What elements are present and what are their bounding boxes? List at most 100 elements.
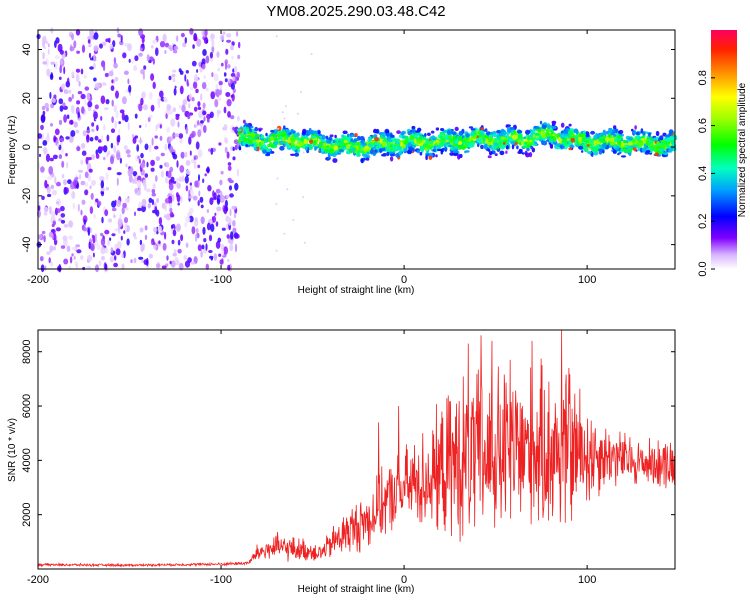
noise-pixel <box>177 202 180 206</box>
noise-pixel <box>227 162 232 166</box>
signal-pixel <box>320 147 325 153</box>
noise-pixel <box>197 149 203 158</box>
colorbar-label: Normalized spectral amplitude <box>737 82 748 217</box>
noise-pixel <box>198 174 200 182</box>
signal-pixel <box>350 147 356 152</box>
colorbar-tick-label: 0.8 <box>697 70 709 85</box>
noise-pixel <box>54 55 60 60</box>
noise-pixel <box>115 90 119 99</box>
signal-pixel <box>436 148 442 152</box>
signal-pixel <box>654 152 659 157</box>
signal-pixel <box>385 132 390 137</box>
noise-pixel <box>56 198 61 207</box>
noise-pixel <box>49 73 54 80</box>
noise-pixel <box>159 165 163 169</box>
noise-pixel <box>49 157 54 162</box>
noise-pixel <box>93 213 96 220</box>
noise-pixel <box>94 264 100 273</box>
noise-pixel <box>139 125 142 128</box>
noise-pixel <box>87 43 93 47</box>
noise-pixel <box>189 207 194 214</box>
signal-pixel <box>244 129 249 135</box>
signal-pixel <box>245 138 251 141</box>
signal-pixel <box>294 152 300 157</box>
noise-pixel <box>146 188 151 193</box>
noise-pixel <box>47 48 50 55</box>
noise-pixel <box>146 161 149 168</box>
noise-pixel <box>148 144 152 153</box>
signal-pixel <box>598 148 604 152</box>
noise-pixel <box>168 45 172 50</box>
noise-pixel <box>183 255 187 261</box>
signal-pixel <box>381 131 386 137</box>
signal-pixel <box>255 139 260 143</box>
noise-pixel <box>159 135 163 141</box>
noise-pixel <box>54 176 57 185</box>
noise-pixel <box>109 43 113 50</box>
noise-pixel <box>211 45 215 53</box>
noise-pixel <box>134 113 138 119</box>
signal-pixel <box>493 142 499 147</box>
snr-marks <box>37 330 676 568</box>
noise-pixel <box>199 196 204 203</box>
noise-pixel <box>192 44 195 49</box>
signal-pixel <box>408 141 412 147</box>
noise-pixel <box>42 61 47 65</box>
noise-pixel <box>103 107 109 111</box>
noise-pixel <box>175 223 181 232</box>
snr-y-axis-label: SNR (10 * v/v) <box>7 418 18 482</box>
signal-pixel <box>600 132 606 136</box>
noise-pixel <box>232 227 237 233</box>
noise-pixel <box>73 121 78 128</box>
noise-pixel <box>117 229 121 234</box>
noise-pixel <box>141 259 144 263</box>
noise-pixel <box>89 137 94 142</box>
noise-pixel <box>230 231 234 240</box>
signal-pixel <box>570 137 575 143</box>
noise-pixel <box>172 50 178 54</box>
signal-pixel <box>458 130 464 136</box>
colorbar-tick-label: 0.6 <box>697 118 709 133</box>
noise-pixel <box>170 260 176 268</box>
noise-pixel <box>93 58 97 62</box>
noise-pixel <box>112 40 116 48</box>
noise-pixel <box>188 136 192 145</box>
signal-pixel <box>500 145 505 150</box>
signal-pixel <box>425 155 428 161</box>
signal-pixel <box>383 137 387 143</box>
noise-pixel <box>54 233 57 241</box>
noise-pixel <box>59 65 62 74</box>
signal-pixel <box>563 129 568 134</box>
noise-pixel <box>103 145 108 153</box>
noise-pixel <box>90 192 94 200</box>
noise-pixel <box>103 64 106 72</box>
signal-pixel <box>620 143 624 148</box>
signal-pixel <box>593 140 599 146</box>
signal-pixel <box>510 131 514 136</box>
noise-pixel <box>113 262 118 268</box>
signal-pixel <box>494 153 498 157</box>
noise-pixel <box>80 93 86 100</box>
signal-pixel <box>364 145 370 150</box>
signal-pixel <box>342 140 349 144</box>
noise-pixel <box>60 245 66 249</box>
signal-pixel <box>622 139 627 143</box>
noise-pixel <box>210 257 213 261</box>
signal-pixel <box>297 140 301 146</box>
noise-pixel <box>138 158 141 164</box>
signal-pixel <box>496 129 502 134</box>
noise-pixel <box>134 236 138 240</box>
x-tick-label: 0 <box>401 274 407 286</box>
signal-pixel <box>582 145 587 148</box>
signal-pixel <box>510 141 516 145</box>
noise-pixel <box>71 71 75 78</box>
noise-pixel <box>124 114 129 123</box>
signal-pixel <box>424 133 427 137</box>
signal-pixel <box>666 137 670 143</box>
signal-pixel <box>374 137 379 142</box>
signal-pixel <box>668 129 674 135</box>
signal-pixel <box>265 132 268 137</box>
noise-pixel <box>143 65 147 70</box>
noise-pixel <box>66 161 69 169</box>
signal-pixel <box>371 143 375 148</box>
